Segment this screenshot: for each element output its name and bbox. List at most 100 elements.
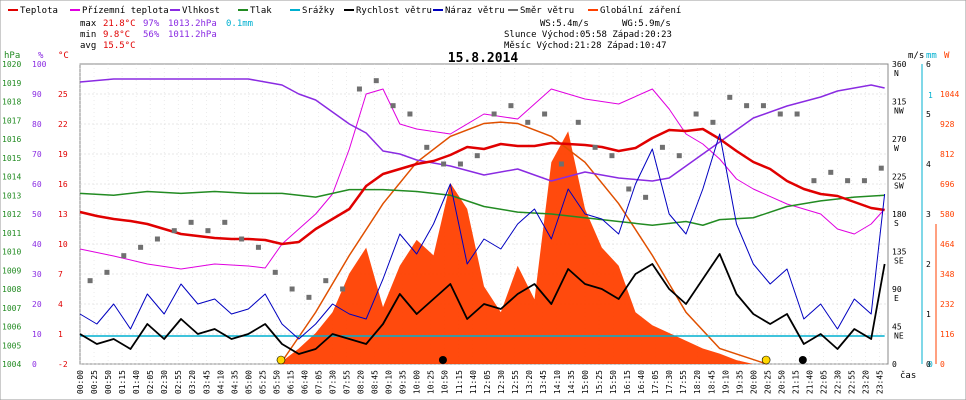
wind-direction-point bbox=[659, 144, 665, 150]
wind-direction-point bbox=[356, 86, 362, 92]
hpa-tick-label: 1008 bbox=[2, 285, 21, 294]
x-tick-label: 18:45 bbox=[707, 370, 716, 394]
wind-direction-point bbox=[474, 153, 480, 159]
legend-item-label: Rychlost větru bbox=[356, 6, 432, 16]
x-tick-label: 00:00 bbox=[76, 370, 85, 394]
w-tick-label: 0 bbox=[940, 360, 945, 369]
wind-direction-point bbox=[87, 278, 93, 284]
w-tick-label: 580 bbox=[940, 210, 955, 219]
x-tick-label: 09:35 bbox=[399, 370, 408, 394]
wind-direction-point bbox=[828, 169, 834, 175]
ground-temp-line bbox=[79, 88, 886, 270]
wind-direction-point bbox=[777, 111, 783, 117]
wind-direction-point bbox=[542, 111, 548, 117]
x-tick-label: 19:35 bbox=[735, 370, 744, 394]
wind-direction-point bbox=[558, 161, 564, 167]
dir-compass-label: S bbox=[894, 219, 899, 228]
hpa-tick-label: 1017 bbox=[2, 116, 21, 125]
x-tick-label: 20:00 bbox=[749, 370, 758, 394]
hpa-tick-label: 1013 bbox=[2, 191, 21, 200]
ms-tick-label: 6 bbox=[926, 60, 931, 69]
x-tick-label: 01:40 bbox=[132, 370, 141, 394]
wind-direction-point bbox=[424, 144, 430, 150]
pct-tick-label: 20 bbox=[32, 300, 42, 309]
hpa-tick-label: 1009 bbox=[2, 266, 21, 275]
x-tick-label: 16:40 bbox=[637, 370, 646, 394]
x-tick-label: 21:15 bbox=[791, 370, 800, 394]
pct-tick-label: 70 bbox=[32, 150, 42, 159]
dir-compass-label: W bbox=[894, 144, 899, 153]
stats-min-hum: 56% bbox=[143, 30, 160, 40]
w-tick-label: 232 bbox=[940, 300, 955, 309]
dir-tick-label: 0 bbox=[892, 360, 897, 369]
x-tick-label: 02:30 bbox=[160, 370, 169, 394]
dir-tick-label: 360 bbox=[892, 60, 907, 69]
ms-tick-label: 5 bbox=[926, 110, 931, 119]
wind-direction-point bbox=[727, 94, 733, 100]
w-tick-label: 812 bbox=[940, 150, 955, 159]
series-layer bbox=[79, 78, 886, 365]
wind-direction-point bbox=[138, 244, 144, 250]
x-tick-label: 15:25 bbox=[595, 370, 604, 394]
wind-direction-point bbox=[154, 236, 160, 242]
dir-compass-label: NE bbox=[894, 332, 904, 341]
wind-direction-point bbox=[760, 103, 766, 109]
x-tick-label: 18:20 bbox=[693, 370, 702, 394]
wind-gust-line bbox=[79, 133, 886, 340]
x-tick-label: 05:25 bbox=[258, 370, 267, 394]
dir-compass-label: NW bbox=[894, 107, 904, 116]
x-tick-label: 22:55 bbox=[848, 370, 857, 394]
ms-axis-unit: m/s bbox=[908, 51, 924, 61]
wind-direction-point bbox=[255, 244, 261, 250]
x-tick-label: 02:55 bbox=[174, 370, 183, 394]
radiation-area bbox=[278, 131, 754, 364]
mm-axis-unit: mm bbox=[926, 51, 937, 61]
x-tick-label: 07:05 bbox=[314, 370, 323, 394]
wind-direction-point bbox=[104, 269, 110, 275]
hpa-tick-label: 1014 bbox=[2, 173, 21, 182]
wind-direction-point bbox=[121, 253, 127, 259]
w-tick-label: 696 bbox=[940, 180, 955, 189]
hpa-tick-label: 1005 bbox=[2, 341, 21, 350]
stats-max-hum: 97% bbox=[143, 19, 160, 29]
dir-compass-label: N bbox=[894, 69, 899, 78]
ms-tick-label: 0 bbox=[926, 360, 931, 369]
x-tick-label: 05:00 bbox=[244, 370, 253, 394]
temp-tick-label: 22 bbox=[58, 120, 68, 129]
x-tick-label: 02:05 bbox=[146, 370, 155, 394]
pct-tick-label: 60 bbox=[32, 180, 42, 189]
temp-tick-label: 13 bbox=[58, 210, 68, 219]
temp-tick-label: 1 bbox=[58, 330, 63, 339]
wind-direction-point bbox=[491, 111, 497, 117]
x-tick-label: 03:20 bbox=[188, 370, 197, 394]
x-tick-label: 11:40 bbox=[469, 370, 478, 394]
ms-tick-label: 2 bbox=[926, 260, 931, 269]
hpa-tick-label: 1016 bbox=[2, 135, 21, 144]
wind-direction-point bbox=[525, 119, 531, 125]
x-tick-label: 06:15 bbox=[286, 370, 295, 394]
legend: Teplota Přízemní teplota Vlhkost Tlak Srážky… bbox=[8, 6, 681, 16]
hpa-tick-label: 1020 bbox=[2, 60, 21, 69]
axes-layer: 00:00 00:25 00:50 01:15 01:40 02:05 02:30 02:55… bbox=[2, 51, 959, 394]
wind-direction-point bbox=[306, 294, 312, 300]
wind-direction-point bbox=[171, 228, 177, 234]
wind-direction-point bbox=[272, 269, 278, 275]
x-tick-label: 04:10 bbox=[216, 370, 225, 394]
dir-tick-label: 135 bbox=[892, 248, 907, 257]
x-tick-label: 20:50 bbox=[777, 370, 786, 394]
mm-tick-label: 1 bbox=[928, 91, 933, 100]
ms-tick-label: 3 bbox=[926, 210, 931, 219]
x-tick-label: 23:20 bbox=[862, 370, 871, 394]
w-tick-label: 116 bbox=[940, 330, 955, 339]
x-tick-label: 17:30 bbox=[665, 370, 674, 394]
w-tick-label: 348 bbox=[940, 270, 955, 279]
x-tick-label: 23:45 bbox=[876, 370, 885, 394]
info-moon: Měsíc Východ:21:28 Západ:10:47 bbox=[504, 41, 667, 51]
w-tick-label: 464 bbox=[940, 240, 955, 249]
x-tick-label: 10:00 bbox=[413, 370, 422, 394]
x-tick-label: 15:50 bbox=[609, 370, 618, 394]
wind-direction-point bbox=[441, 161, 447, 167]
wind-direction-point bbox=[878, 165, 884, 171]
